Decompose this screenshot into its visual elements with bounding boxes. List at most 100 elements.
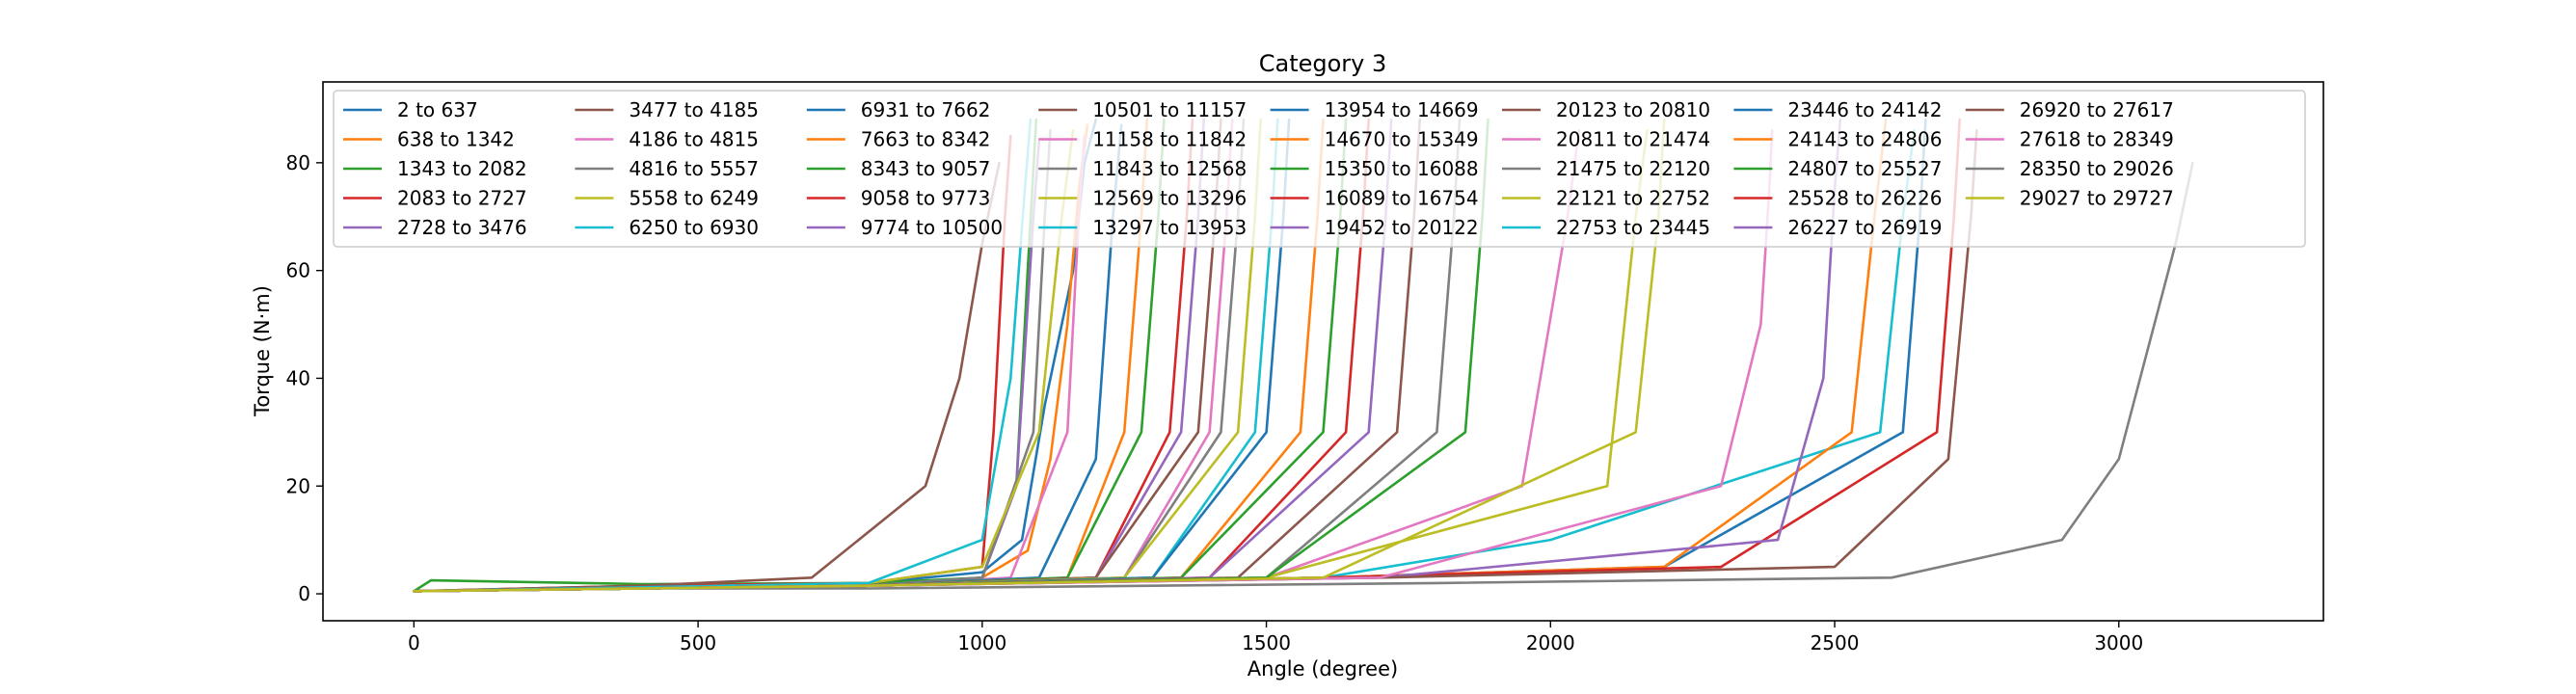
legend-item-12: 7663 to 8342 xyxy=(806,128,991,151)
legend-label: 3477 to 4185 xyxy=(629,98,759,121)
legend-label: 7663 to 8342 xyxy=(861,128,991,151)
legend-item-25: 19452 to 20122 xyxy=(1270,216,1479,239)
legend-label: 5558 to 6249 xyxy=(629,187,759,210)
legend-item-15: 9774 to 10500 xyxy=(806,216,1003,239)
legend-label: 11158 to 11842 xyxy=(1092,128,1247,151)
legend-label: 27618 to 28349 xyxy=(2020,128,2174,151)
legend-label: 13954 to 14669 xyxy=(1325,98,1479,121)
legend-item-16: 10501 to 11157 xyxy=(1038,98,1247,121)
legend-item-4: 2083 to 2727 xyxy=(343,187,527,210)
y-tick-label: 0 xyxy=(298,582,310,605)
x-tick-label: 1000 xyxy=(957,631,1006,654)
legend-item-37: 27618 to 28349 xyxy=(1965,128,2174,151)
legend-label: 11843 to 12568 xyxy=(1092,157,1247,180)
legend-item-1: 2 to 637 xyxy=(343,98,478,121)
legend-label: 638 to 1342 xyxy=(397,128,515,151)
legend-item-3: 1343 to 2082 xyxy=(343,157,527,180)
legend-label: 23446 to 24142 xyxy=(1787,98,1942,121)
series-line-3 xyxy=(412,118,1038,593)
legend-label: 2083 to 2727 xyxy=(397,187,527,210)
legend-label: 16089 to 16754 xyxy=(1325,187,1479,210)
y-tick-label: 80 xyxy=(286,151,310,174)
plot-frame xyxy=(322,81,2324,622)
legend-item-29: 22121 to 22752 xyxy=(1502,187,1710,210)
legend-item-18: 11843 to 12568 xyxy=(1038,157,1247,180)
legend-item-13: 8343 to 9057 xyxy=(806,157,991,180)
legend-item-5: 2728 to 3476 xyxy=(343,216,527,239)
legend-label: 21475 to 22120 xyxy=(1556,157,1710,180)
legend-box xyxy=(333,90,2306,248)
x-axis: 0 500 1000 1500 2000 2500 3000 xyxy=(408,621,2143,654)
legend-label: 1343 to 2082 xyxy=(397,157,527,180)
legend-item-11: 6931 to 7662 xyxy=(806,98,991,121)
legend-label: 26920 to 27617 xyxy=(2020,98,2174,121)
legend-item-20: 13297 to 13953 xyxy=(1038,216,1247,239)
y-tick-label: 40 xyxy=(286,366,310,389)
legend-item-14: 9058 to 9773 xyxy=(806,187,991,210)
y-axis-label: Torque (N·m) xyxy=(251,285,274,417)
legend-item-39: 29027 to 29727 xyxy=(1965,187,2174,210)
legend-label: 14670 to 15349 xyxy=(1325,128,1479,151)
legend-label: 25528 to 26226 xyxy=(1787,187,1942,210)
legend-item-28: 21475 to 22120 xyxy=(1502,157,1710,180)
legend-item-32: 24143 to 24806 xyxy=(1733,128,1942,151)
legend-label: 22753 to 23445 xyxy=(1556,216,1710,239)
legend-label: 28350 to 29026 xyxy=(2020,157,2174,180)
legend-item-27: 20811 to 21474 xyxy=(1502,128,1710,151)
legend-item-7: 4186 to 4815 xyxy=(575,128,759,151)
legend-item-19: 12569 to 13296 xyxy=(1038,187,1247,210)
y-tick-label: 60 xyxy=(286,259,310,282)
chart-title: Category 3 xyxy=(1259,50,1387,77)
x-tick-label: 500 xyxy=(680,631,716,654)
legend-label: 22121 to 22752 xyxy=(1556,187,1710,210)
legend-item-34: 25528 to 26226 xyxy=(1733,187,1942,210)
legend-label: 26227 to 26919 xyxy=(1787,216,1942,239)
legend-label: 20123 to 20810 xyxy=(1556,98,1710,121)
legend-label: 12569 to 13296 xyxy=(1092,187,1247,210)
legend-label: 9774 to 10500 xyxy=(861,216,1003,239)
x-tick-label: 3000 xyxy=(2094,631,2143,654)
legend: 2 to 637 638 to 1342 1343 to 2082 2083 to 2… xyxy=(333,90,2306,248)
y-tick-label: 20 xyxy=(286,474,310,497)
legend-item-6: 3477 to 4185 xyxy=(575,98,759,121)
x-tick-label: 0 xyxy=(408,631,420,654)
legend-label: 15350 to 16088 xyxy=(1325,157,1479,180)
y-axis: 0 20 40 60 80 xyxy=(286,151,323,605)
legend-item-31: 23446 to 24142 xyxy=(1733,98,1942,121)
legend-item-21: 13954 to 14669 xyxy=(1270,98,1479,121)
legend-label: 19452 to 20122 xyxy=(1325,216,1479,239)
legend-label: 13297 to 13953 xyxy=(1092,216,1247,239)
legend-item-17: 11158 to 11842 xyxy=(1038,128,1247,151)
legend-label: 20811 to 21474 xyxy=(1556,128,1710,151)
legend-label: 6931 to 7662 xyxy=(861,98,991,121)
legend-item-2: 638 to 1342 xyxy=(343,128,515,151)
legend-item-23: 15350 to 16088 xyxy=(1270,157,1479,180)
legend-label: 2728 to 3476 xyxy=(397,216,527,239)
legend-label: 24807 to 25527 xyxy=(1787,157,1942,180)
x-tick-label: 2500 xyxy=(1811,631,1860,654)
legend-label: 6250 to 6930 xyxy=(629,216,759,239)
legend-label: 9058 to 9773 xyxy=(861,187,991,210)
legend-item-22: 14670 to 15349 xyxy=(1270,128,1479,151)
legend-item-33: 24807 to 25527 xyxy=(1733,157,1942,180)
legend-label: 8343 to 9057 xyxy=(861,157,991,180)
x-tick-label: 2000 xyxy=(1526,631,1575,654)
legend-item-24: 16089 to 16754 xyxy=(1270,187,1479,210)
legend-label: 2 to 637 xyxy=(397,98,478,121)
legend-label: 4186 to 4815 xyxy=(629,128,759,151)
legend-item-35: 26227 to 26919 xyxy=(1733,216,1942,239)
legend-item-10: 6250 to 6930 xyxy=(575,216,759,239)
x-tick-label: 1500 xyxy=(1242,631,1291,654)
legend-item-30: 22753 to 23445 xyxy=(1502,216,1710,239)
legend-item-26: 20123 to 20810 xyxy=(1502,98,1710,121)
legend-items: 2 to 637 638 to 1342 1343 to 2082 2083 to 2… xyxy=(343,98,2174,239)
legend-item-8: 4816 to 5557 xyxy=(575,157,759,180)
legend-label: 4816 to 5557 xyxy=(629,157,759,180)
legend-label: 29027 to 29727 xyxy=(2020,187,2174,210)
legend-item-9: 5558 to 6249 xyxy=(575,187,759,210)
legend-item-36: 26920 to 27617 xyxy=(1965,98,2174,121)
x-axis-label: Angle (degree) xyxy=(1248,657,1398,681)
legend-label: 10501 to 11157 xyxy=(1092,98,1247,121)
legend-item-38: 28350 to 29026 xyxy=(1965,157,2174,180)
